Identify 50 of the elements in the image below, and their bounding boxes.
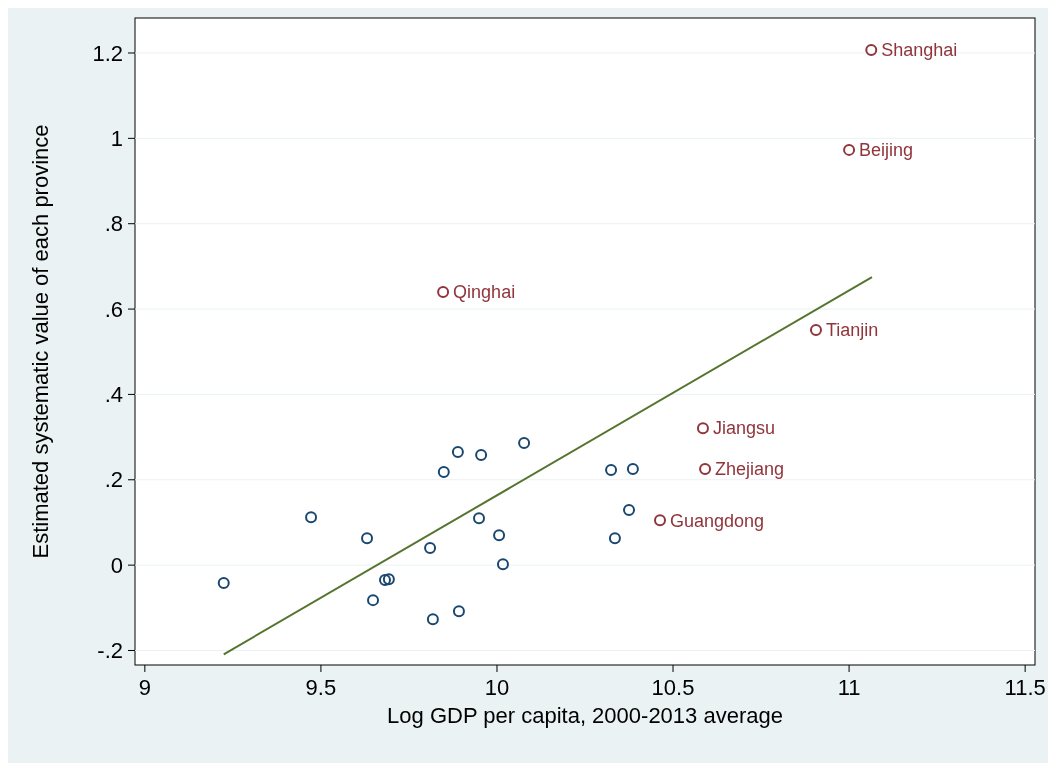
point xyxy=(865,44,878,57)
point xyxy=(843,143,856,156)
x-axis-title: Log GDP per capita, 2000-2013 average xyxy=(387,703,783,728)
point xyxy=(696,422,709,435)
point xyxy=(699,463,712,476)
y-tick-label: 1 xyxy=(110,126,123,152)
point xyxy=(424,542,437,555)
point xyxy=(437,466,450,479)
x-tick-label: 9.5 xyxy=(305,675,337,700)
x-tick-label: 11.5 xyxy=(1004,675,1046,700)
point xyxy=(493,529,506,542)
point xyxy=(496,558,509,571)
point xyxy=(305,511,318,524)
annotation: Beijing xyxy=(859,140,914,161)
point xyxy=(437,285,450,298)
point xyxy=(473,512,486,525)
point xyxy=(654,514,666,527)
annotation: Tianjin xyxy=(825,320,879,341)
point xyxy=(608,532,621,545)
point xyxy=(452,605,465,618)
point xyxy=(605,463,618,476)
point xyxy=(623,504,636,517)
y-tick-label: .6 xyxy=(104,296,123,322)
y-tick-label: .8 xyxy=(104,211,123,237)
y-tick-label: 1.2 xyxy=(92,40,123,66)
point xyxy=(367,594,380,607)
point xyxy=(475,449,488,462)
point xyxy=(451,446,464,459)
point xyxy=(217,577,230,590)
annotation: Guangdong xyxy=(670,510,765,531)
annotation: Jiangsu xyxy=(712,418,775,439)
point xyxy=(809,323,822,336)
annotation: Zhejiang xyxy=(715,459,785,480)
x-tick-label: 9 xyxy=(138,675,151,700)
x-tick-label: 10.5 xyxy=(651,675,695,700)
point xyxy=(379,574,391,587)
y-tick-label: .4 xyxy=(104,382,123,408)
point xyxy=(626,463,639,476)
y-tick-label: .2 xyxy=(104,467,123,493)
point xyxy=(518,437,531,450)
x-tick-label: 10 xyxy=(484,675,510,700)
annotation: Shanghai xyxy=(881,40,958,61)
y-axis-title: Estimated systematic value of each province xyxy=(28,124,53,559)
point xyxy=(426,613,439,626)
annotation: Qinghai xyxy=(453,282,516,303)
y-tick-label: 0 xyxy=(110,552,123,578)
x-tick-label: 11 xyxy=(837,675,861,700)
point xyxy=(382,573,395,586)
y-tick-label: -.2 xyxy=(97,638,123,664)
point xyxy=(361,532,374,545)
